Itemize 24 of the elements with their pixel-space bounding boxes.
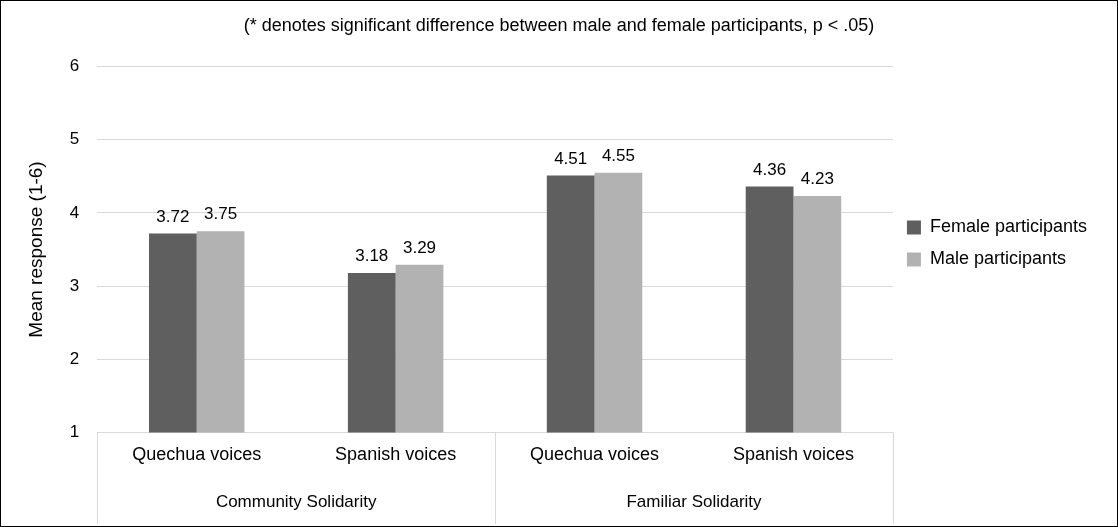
- chart-title: (* denotes significant difference between male and female participants, p < .05): [243, 14, 875, 35]
- data-label: 4.51: [554, 148, 588, 168]
- x-tick-label: Spanish voices: [335, 444, 457, 465]
- data-label: 3.29: [402, 238, 437, 258]
- y-tick-label: 6: [69, 56, 80, 76]
- y-tick-label: 2: [69, 348, 80, 368]
- y-axis-title: Mean response (1-6): [24, 161, 46, 338]
- y-tick-label: 1: [69, 422, 80, 442]
- x-tick-label: Quechua voices: [530, 444, 660, 465]
- x-tick-label: Spanish voices: [732, 444, 855, 465]
- text: Community Solidarity: [215, 491, 377, 511]
- legend-label: Male participants: [929, 248, 1067, 269]
- x-tick-label: Quechua voices: [132, 444, 262, 465]
- text: Familiar Solidarity: [626, 491, 763, 511]
- y-tick-label: 4: [69, 202, 80, 222]
- data-label: 3.75: [204, 204, 238, 224]
- data-label: 3.18: [355, 246, 389, 266]
- y-tick-label: 3: [69, 275, 80, 295]
- y-tick-label: 5: [69, 129, 80, 149]
- data-label: 4.36: [753, 159, 787, 179]
- data-label: 4.55: [601, 145, 635, 165]
- data-label: 4.23: [800, 169, 834, 189]
- data-label: 3.72: [156, 206, 190, 226]
- legend-label: Female participants: [929, 216, 1088, 237]
